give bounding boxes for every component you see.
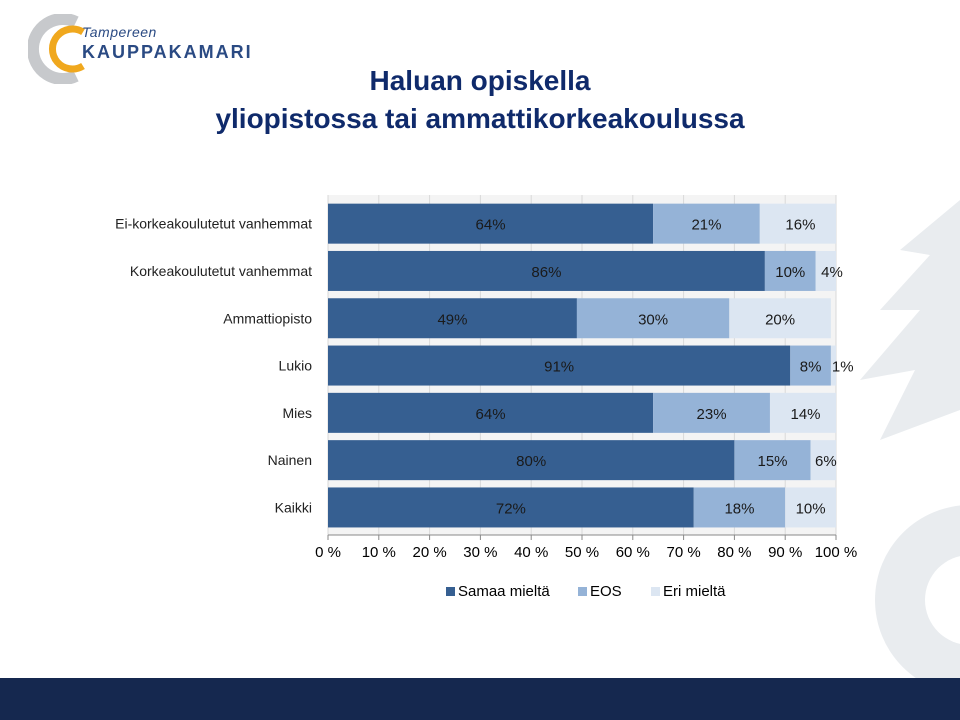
data-label: 86% bbox=[531, 264, 561, 281]
bar-segment bbox=[328, 298, 577, 339]
logo-line2: KAUPPAKAMARI bbox=[82, 42, 253, 62]
bar-segment bbox=[830, 345, 836, 386]
data-label: 30% bbox=[638, 311, 668, 328]
bar-segment bbox=[328, 487, 694, 528]
data-label: 20% bbox=[765, 311, 795, 328]
category-label: Lukio bbox=[279, 358, 313, 374]
bar-segment bbox=[653, 392, 770, 433]
bar-segment bbox=[785, 487, 836, 528]
bar-segment bbox=[328, 392, 654, 433]
category-label: Ei-korkeakoulutetut vanhemmat bbox=[115, 216, 312, 232]
category-label: Ammattiopisto bbox=[223, 310, 312, 326]
data-label: 80% bbox=[516, 453, 546, 470]
x-tick-label: 70 % bbox=[666, 544, 700, 561]
bar-segment bbox=[328, 345, 791, 386]
title-line1: Haluan opiskella bbox=[369, 65, 591, 96]
legend-swatch bbox=[446, 587, 455, 596]
logo-emblem-icon bbox=[27, 13, 85, 85]
bar-segment bbox=[734, 440, 811, 481]
data-label: 91% bbox=[544, 359, 574, 376]
data-label: 14% bbox=[791, 406, 821, 423]
x-tick-label: 100 % bbox=[815, 544, 858, 561]
x-tick-label: 80 % bbox=[717, 544, 751, 561]
x-tick-label: 90 % bbox=[768, 544, 802, 561]
footer-bar bbox=[0, 678, 960, 720]
data-label: 49% bbox=[437, 311, 467, 328]
x-tick-label: 50 % bbox=[565, 544, 599, 561]
page-title: Haluan opiskella yliopistossa tai ammatt… bbox=[120, 62, 840, 138]
data-label: 8% bbox=[800, 359, 822, 376]
data-label: 1% bbox=[832, 359, 854, 376]
bar-segment bbox=[764, 250, 816, 291]
logo-line1: Tampereen bbox=[82, 24, 157, 40]
x-tick-label: 60 % bbox=[616, 544, 650, 561]
bar-segment bbox=[328, 203, 654, 244]
bar-segment bbox=[693, 487, 786, 528]
bar-segment bbox=[790, 345, 831, 386]
background-emblem bbox=[860, 200, 960, 680]
bar-segment bbox=[769, 392, 836, 433]
legend-label: EOS bbox=[590, 583, 622, 600]
data-label: 15% bbox=[757, 453, 787, 470]
data-label: 16% bbox=[785, 217, 815, 234]
bar-segment bbox=[729, 298, 831, 339]
kauppakamari-logo bbox=[27, 13, 258, 85]
data-label: 6% bbox=[815, 453, 837, 470]
category-label: Nainen bbox=[268, 452, 312, 468]
title-line2: yliopistossa tai ammattikorkeakoulussa bbox=[215, 103, 745, 134]
data-label: 4% bbox=[821, 264, 843, 281]
data-label: 10% bbox=[796, 500, 826, 517]
bar-segment bbox=[328, 250, 765, 291]
category-label: Mies bbox=[282, 405, 312, 421]
data-label: 64% bbox=[476, 406, 506, 423]
x-tick-label: 20 % bbox=[412, 544, 446, 561]
data-label: 64% bbox=[476, 217, 506, 234]
bar-segment bbox=[576, 298, 730, 339]
category-label: Kaikki bbox=[275, 499, 312, 515]
bar-segment bbox=[815, 250, 836, 291]
x-tick-label: 0 % bbox=[315, 544, 341, 561]
data-label: 72% bbox=[496, 500, 526, 517]
bar-segment bbox=[810, 440, 836, 481]
bar-segment bbox=[759, 203, 836, 244]
data-label: 23% bbox=[697, 406, 727, 423]
legend-label: Samaa mieltä bbox=[458, 583, 550, 600]
category-label: Korkeakoulutetut vanhemmat bbox=[130, 263, 312, 279]
legend-swatch bbox=[651, 587, 660, 596]
x-tick-label: 30 % bbox=[463, 544, 497, 561]
data-label: 18% bbox=[724, 500, 754, 517]
legend-label: Eri mieltä bbox=[663, 583, 726, 600]
legend-swatch bbox=[578, 587, 587, 596]
x-tick-label: 40 % bbox=[514, 544, 548, 561]
data-label: 21% bbox=[691, 217, 721, 234]
x-tick-label: 10 % bbox=[362, 544, 396, 561]
bar-segment bbox=[653, 203, 760, 244]
data-label: 10% bbox=[775, 264, 805, 281]
bar-segment bbox=[328, 440, 735, 481]
